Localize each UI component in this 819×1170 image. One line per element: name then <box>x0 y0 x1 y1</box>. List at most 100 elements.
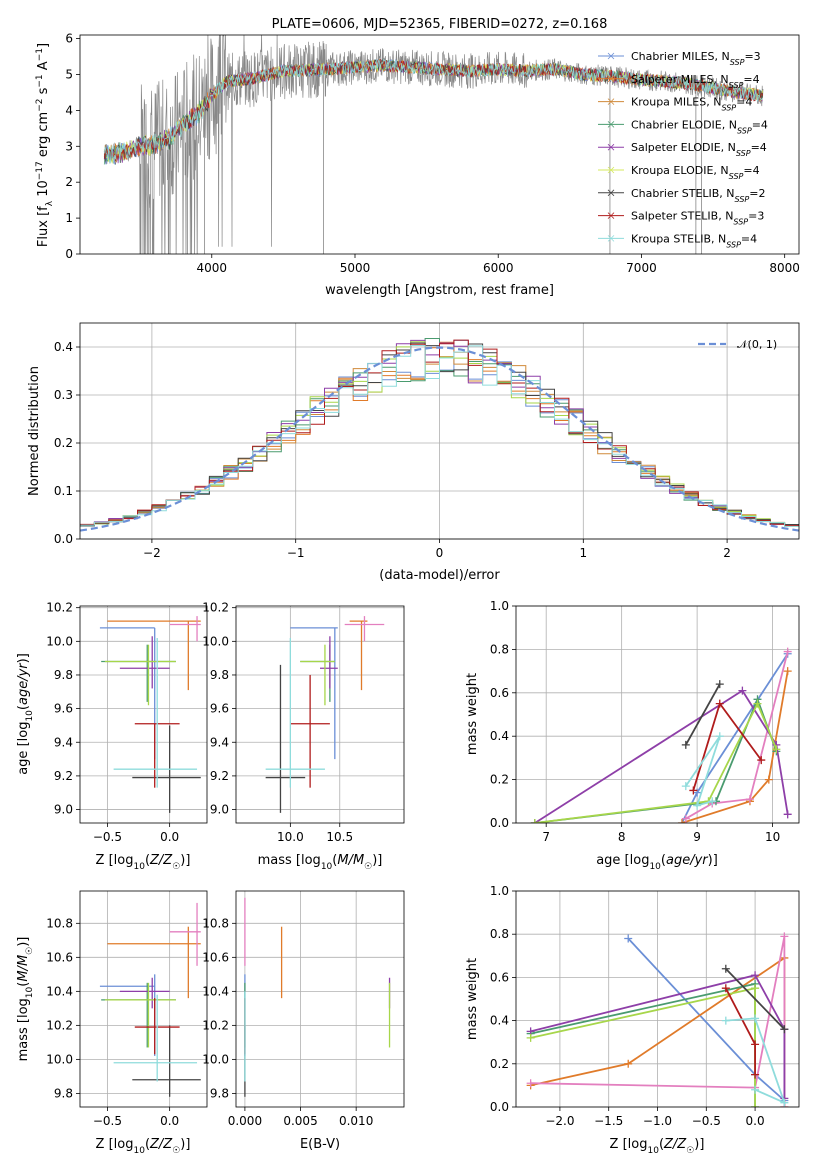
label-part: )] <box>694 1137 704 1152</box>
y-axis-label: age [log10(age/yr)] <box>16 653 35 775</box>
label-part: 10 <box>25 986 35 998</box>
error-bar <box>99 627 156 760</box>
data-point <box>526 1079 535 1088</box>
data-point <box>624 1059 633 1068</box>
x-tick-label: 7000 <box>626 261 657 275</box>
label-part: 10 <box>25 710 35 722</box>
label-part: Z [log <box>96 853 134 868</box>
x-tick-label: 0 <box>436 546 444 560</box>
plot-frame <box>79 34 800 255</box>
label-part: Z [log <box>96 1137 134 1152</box>
label-part: )] <box>372 853 382 868</box>
legend-val: =2 <box>749 187 765 200</box>
y-tick-label: 3 <box>65 139 73 153</box>
data-point <box>751 1070 760 1079</box>
label-part: ☉ <box>686 1146 694 1156</box>
x-axis-label: Z [log10(Z/Z☉)] <box>96 853 191 872</box>
plot-frame <box>235 605 405 824</box>
y-tick-label: 10.2 <box>202 1018 229 1032</box>
legend-val: =4 <box>736 96 752 109</box>
legend-text: Kroupa STELIB, N <box>631 232 726 245</box>
error-bar <box>119 636 170 689</box>
legend-text: Chabrier MILES, N <box>631 50 730 63</box>
y-tick-label: 10.2 <box>202 601 229 615</box>
y-tick-label: 0 <box>65 247 73 261</box>
x-axis-label: mass [log10(M/M☉)] <box>258 853 383 872</box>
legend-text: Chabrier STELIB, N <box>631 187 735 200</box>
x-tick-label: 0.000 <box>228 1114 262 1128</box>
legend-text: Salpeter STELIB, N <box>631 210 733 223</box>
legend-val: =4 <box>752 118 768 131</box>
y-tick-label: 0.2 <box>54 436 73 450</box>
error-bar <box>265 664 306 813</box>
error-bar <box>104 982 176 1048</box>
error-bar <box>101 982 176 1048</box>
label-part: 10 <box>647 1146 659 1156</box>
x-tick-label: 0.0 <box>746 1114 765 1128</box>
label-part: ( <box>145 853 150 868</box>
plot-frame <box>235 890 405 1108</box>
label-part: 10 <box>321 862 333 872</box>
label-part: −1 <box>35 48 45 61</box>
model-spectrum <box>103 58 763 164</box>
data-point <box>751 1040 760 1049</box>
label-part: )] <box>708 853 718 868</box>
y-tick-label: 9.8 <box>54 668 73 682</box>
x-tick-label: −2.0 <box>545 1114 574 1128</box>
data-point <box>681 814 690 823</box>
label-part: ☉ <box>364 862 372 872</box>
data-point <box>780 932 789 941</box>
x-tick-label: 7 <box>542 830 550 844</box>
plot-frame <box>79 322 800 540</box>
data-point <box>780 1025 789 1034</box>
data-point <box>751 1014 760 1023</box>
legend-text: Chabrier ELODIE, N <box>631 118 737 131</box>
legend-val: =4 <box>741 232 757 245</box>
data-point <box>721 984 730 993</box>
data-point <box>745 795 754 804</box>
legend-marker <box>607 121 615 128</box>
y-axis-label: mass weight <box>465 958 480 1040</box>
error-bar <box>300 644 335 706</box>
data-point <box>708 797 717 806</box>
legend-val: =3 <box>744 50 760 63</box>
plot-frame <box>515 605 800 824</box>
error-bar <box>113 637 198 788</box>
error-bar <box>99 974 156 1056</box>
y-tick-label: 9.4 <box>54 735 73 749</box>
y-tick-label: 6 <box>65 32 73 46</box>
label-part: 10 <box>133 1146 145 1156</box>
line-series <box>530 686 792 823</box>
data-point <box>751 971 760 980</box>
x-axis-label: Z [log10(Z/Z☉)] <box>610 1137 705 1156</box>
data-point <box>783 810 792 819</box>
panel-1: 4000 5000 6000 7000 8000 0 1 2 3 4 5 6 PLATE=0606, M… <box>35 17 800 298</box>
data-point <box>530 819 539 823</box>
x-tick-label: −2 <box>143 546 161 560</box>
x-tick-label: 9 <box>693 830 701 844</box>
y-tick-label: 9.8 <box>210 1086 229 1100</box>
label-part: age [log <box>16 722 31 775</box>
label-part: age/yr <box>16 662 31 705</box>
error-bar <box>169 902 201 966</box>
x-tick-label: −0.5 <box>93 830 122 844</box>
series-line <box>685 651 789 820</box>
label-part: M/M <box>16 955 31 982</box>
error-bar <box>290 674 330 788</box>
label-part: 10 <box>36 180 51 201</box>
label-part: M/M <box>337 853 364 868</box>
plot-frame <box>79 890 208 1108</box>
series-line <box>534 689 789 823</box>
data-point <box>751 984 760 993</box>
y-tick-label: 10.0 <box>202 634 229 648</box>
data-point <box>721 1016 730 1025</box>
y-tick-label: 9.4 <box>210 735 229 749</box>
x-tick-label: 2 <box>723 546 731 560</box>
label-part: age/yr <box>666 853 709 868</box>
line-series <box>721 1014 789 1107</box>
legend-marker <box>607 52 615 60</box>
y-tick-label: 10.0 <box>202 1052 229 1066</box>
data-point <box>715 699 724 708</box>
